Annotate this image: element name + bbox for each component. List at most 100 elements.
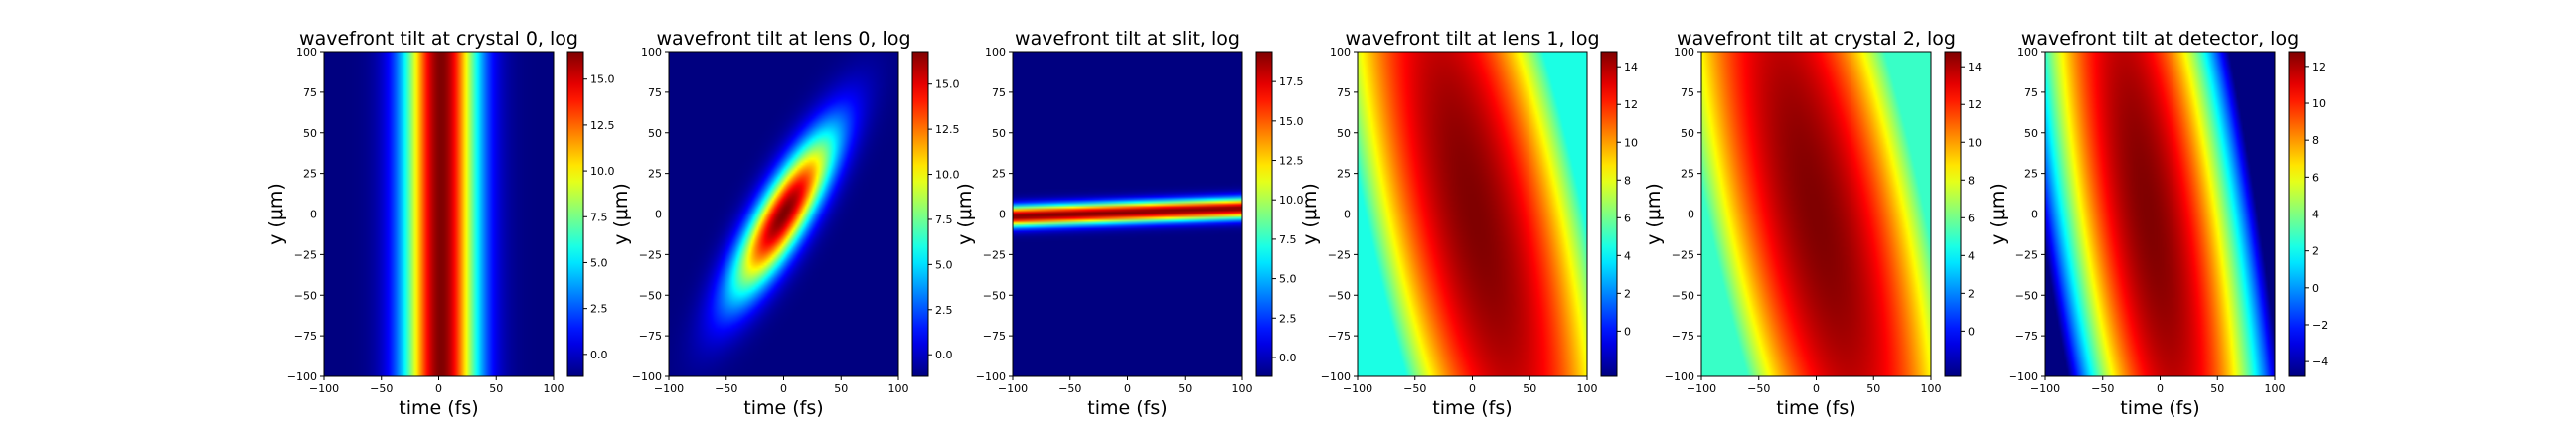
chart-panel-3: wavefront tilt at lens 1, log −100 −50 0 50 1…	[1299, 28, 1638, 419]
y-tick-label: −50	[1328, 289, 1351, 302]
x-tick-label: −100	[1687, 382, 1716, 395]
y-tick-label: −50	[983, 289, 1006, 302]
y-tick-label: −25	[639, 248, 662, 261]
chart-title: wavefront tilt at lens 1, log	[1345, 28, 1599, 50]
x-tick-label: 100	[888, 382, 909, 395]
y-tick-label: 100	[1674, 46, 1694, 59]
colorbar-tick-label: 2	[1624, 287, 1631, 300]
x-tick-label: −50	[1403, 382, 1426, 395]
heatmap-image	[2045, 52, 2275, 376]
y-tick-label: −100	[1321, 370, 1351, 383]
colorbar-tick-label: 12	[2312, 61, 2326, 73]
heatmap-image	[324, 52, 554, 376]
colorbar-tick-label: 5.0	[935, 258, 953, 271]
colorbar-tick-label: 15.0	[590, 73, 615, 86]
chart-panel-1: wavefront tilt at lens 0, log −100 −50 0 50 1…	[610, 28, 960, 419]
y-tick-label: −25	[1328, 248, 1351, 261]
y-tick-label: 100	[985, 46, 1006, 59]
colorbar-tick-label: 0.0	[590, 349, 608, 361]
y-tick-label: 100	[641, 46, 662, 59]
y-tick-label: −100	[2009, 370, 2038, 383]
colorbar-tick-label: 12.5	[935, 123, 960, 136]
colorbar-tick-label: 10	[1624, 136, 1638, 149]
x-tick-label: 50	[834, 382, 848, 395]
y-axis-label: y (μm)	[1299, 183, 1321, 245]
y-tick-label: 0	[310, 209, 317, 221]
x-tick-label: 50	[1178, 382, 1192, 395]
y-tick-label: 25	[992, 168, 1006, 181]
x-tick-label: 0	[1124, 382, 1131, 395]
x-tick-label: 100	[2265, 382, 2286, 395]
y-tick-label: −75	[1672, 330, 1694, 343]
colorbar-tick-label: 12	[1624, 98, 1638, 111]
y-tick-label: 25	[2024, 168, 2038, 181]
colorbar-tick-label: 4	[1624, 249, 1631, 262]
y-axis-label: y (μm)	[1987, 183, 2009, 245]
y-axis-label: y (μm)	[954, 183, 976, 245]
chart-title: wavefront tilt at lens 0, log	[656, 28, 910, 50]
colorbar	[566, 51, 584, 377]
x-axis-label: time (fs)	[1087, 397, 1167, 419]
colorbar	[1255, 51, 1273, 377]
colorbar-tick-label: 2	[1968, 287, 1975, 300]
y-tick-label: 0	[1688, 209, 1694, 221]
x-tick-label: −100	[1343, 382, 1372, 395]
y-tick-label: −75	[1328, 330, 1351, 343]
y-tick-label: 75	[303, 86, 317, 99]
y-tick-label: 25	[648, 168, 662, 181]
colorbar-tick-label: 7.5	[590, 211, 608, 223]
chart-title: wavefront tilt at slit, log	[1015, 28, 1240, 50]
x-axis-label: time (fs)	[2120, 397, 2199, 419]
y-axis-label: y (μm)	[610, 183, 632, 245]
colorbar-tick-label: 14	[1624, 61, 1638, 73]
x-tick-label: 0	[1469, 382, 1476, 395]
colorbar-tick-label: 0	[1968, 325, 1975, 338]
y-tick-label: −25	[1672, 248, 1694, 261]
x-tick-label: 100	[544, 382, 564, 395]
colorbar-tick-label: 12.5	[590, 119, 615, 132]
y-tick-label: 25	[1337, 168, 1351, 181]
x-tick-label: −50	[370, 382, 393, 395]
x-tick-label: −50	[2091, 382, 2114, 395]
x-tick-label: 100	[1577, 382, 1598, 395]
y-tick-label: 75	[992, 86, 1006, 99]
colorbar-tick-label: 10.0	[590, 165, 615, 178]
x-tick-label: 0	[780, 382, 787, 395]
colorbar-tick-label: −4	[2312, 356, 2328, 368]
colorbar-tick-label: 7.5	[935, 214, 953, 226]
colorbar-tick-label: 6	[1968, 212, 1975, 224]
y-tick-label: 0	[999, 209, 1006, 221]
colorbar-tick-label: 10	[1968, 136, 1982, 149]
x-axis-label: time (fs)	[399, 397, 478, 419]
chart-panel-5: wavefront tilt at detector, log −100 −50 0 5…	[1987, 28, 2328, 419]
y-tick-label: −50	[1672, 289, 1694, 302]
y-tick-label: 25	[1681, 168, 1694, 181]
x-tick-label: 100	[1232, 382, 1253, 395]
y-tick-label: −100	[1665, 370, 1694, 383]
y-tick-label: −100	[632, 370, 662, 383]
y-tick-label: −100	[287, 370, 317, 383]
colorbar-tick-label: 10.0	[935, 169, 960, 182]
colorbar-tick-label: 0.0	[1279, 352, 1297, 364]
x-tick-label: 50	[489, 382, 503, 395]
colorbar-tick-label: 5.0	[1279, 273, 1297, 286]
y-tick-label: −50	[294, 289, 317, 302]
colorbar-tick-label: 4	[2312, 209, 2319, 221]
y-axis-label: y (μm)	[265, 183, 287, 245]
x-tick-label: −100	[998, 382, 1028, 395]
y-tick-label: 50	[1337, 127, 1351, 140]
x-axis-label: time (fs)	[1776, 397, 1855, 419]
y-tick-label: 75	[1337, 86, 1351, 99]
x-axis-label: time (fs)	[1432, 397, 1512, 419]
y-tick-label: 50	[303, 127, 317, 140]
colorbar-tick-label: 7.5	[1279, 233, 1297, 246]
y-tick-label: 0	[655, 209, 662, 221]
y-tick-label: −100	[976, 370, 1006, 383]
x-tick-label: −100	[309, 382, 339, 395]
y-tick-label: −25	[294, 248, 317, 261]
y-tick-label: 100	[2017, 46, 2038, 59]
colorbar-tick-label: 4	[1968, 249, 1975, 262]
y-tick-label: 25	[303, 168, 317, 181]
colorbar-tick-label: 10.0	[1279, 194, 1304, 207]
